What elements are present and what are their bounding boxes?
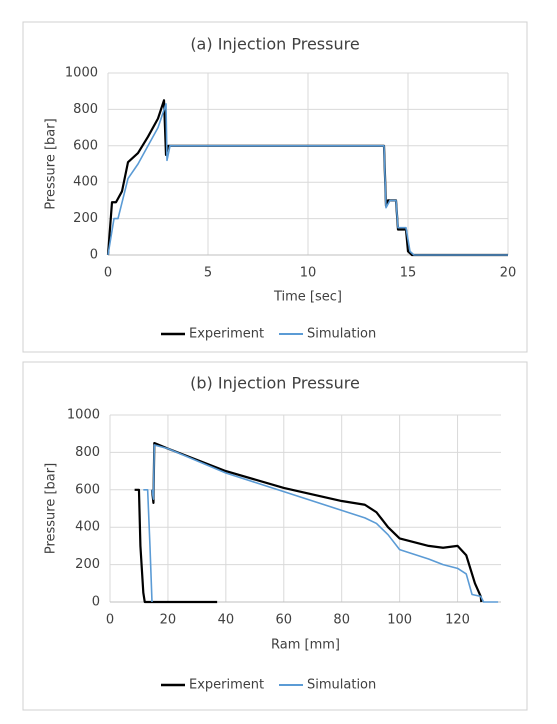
x-axis-label: Ram [mm] [271, 638, 340, 653]
legend-label: Experiment [189, 678, 264, 693]
y-axis-label: Pressure [bar] [44, 463, 59, 554]
x-tick-label: 20 [500, 266, 517, 281]
y-axis-label: Pressure [bar] [44, 118, 59, 209]
x-tick-label: 10 [300, 266, 317, 281]
x-tick-label: 60 [276, 613, 293, 628]
y-tick-label: 1000 [67, 408, 100, 423]
x-tick-label: 40 [218, 613, 235, 628]
x-tick-label: 80 [333, 613, 350, 628]
y-tick-label: 1000 [65, 66, 98, 81]
y-tick-label: 800 [75, 445, 100, 460]
x-tick-label: 100 [387, 613, 412, 628]
legend-label: Simulation [307, 327, 376, 342]
y-tick-label: 200 [73, 211, 98, 226]
chart-frame [22, 21, 528, 353]
y-tick-label: 400 [75, 520, 100, 535]
chart-title: (a) Injection Pressure [190, 35, 359, 54]
x-tick-label: 15 [400, 266, 417, 281]
chart-title: (b) Injection Pressure [190, 374, 360, 393]
x-axis-label: Time [sec] [273, 290, 342, 305]
x-tick-label: 5 [204, 266, 212, 281]
series-line [107, 103, 508, 256]
y-tick-label: 0 [90, 248, 98, 263]
chart-frame [22, 361, 528, 711]
x-tick-label: 0 [104, 266, 112, 281]
x-tick-label: 120 [445, 613, 470, 628]
x-tick-label: 0 [106, 613, 114, 628]
y-tick-label: 600 [73, 138, 98, 153]
y-tick-label: 600 [75, 482, 100, 497]
y-tick-label: 200 [75, 557, 100, 572]
y-tick-label: 0 [92, 595, 100, 610]
x-tick-label: 20 [160, 613, 177, 628]
series-line [143, 444, 499, 603]
y-tick-label: 400 [73, 175, 98, 190]
legend-label: Simulation [307, 678, 376, 693]
legend-label: Experiment [189, 327, 264, 342]
y-tick-label: 800 [73, 102, 98, 117]
